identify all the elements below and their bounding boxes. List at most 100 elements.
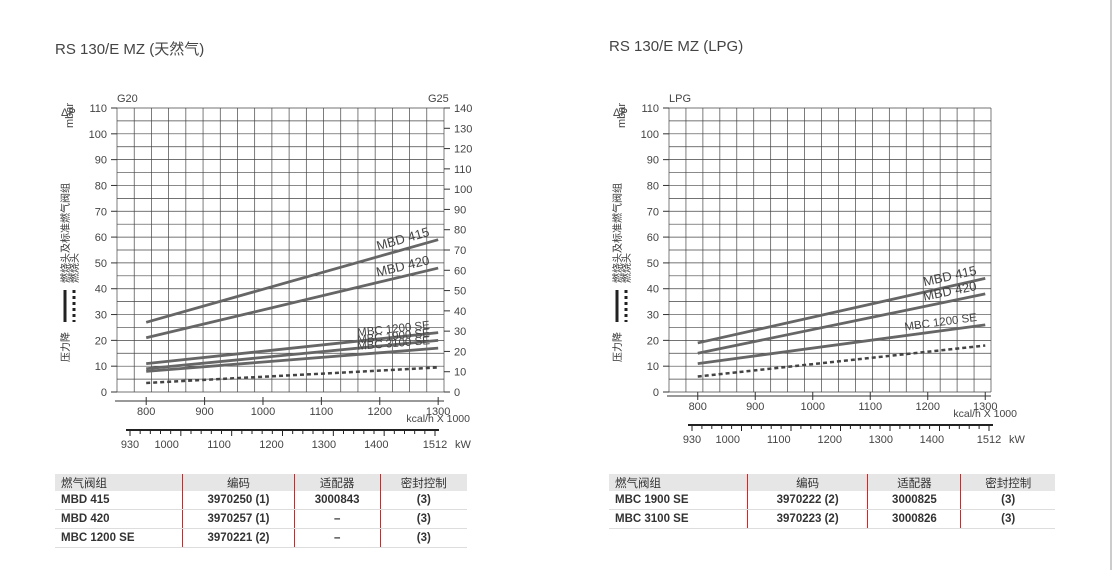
delta-p-label: ΔP <box>613 107 628 119</box>
table-cell: 3000843 <box>293 491 381 510</box>
table-header-cell: 编码 <box>182 474 295 491</box>
kw-tick-label: 1400 <box>364 439 388 451</box>
x-unit-kcal: kcal/h X 1000 <box>953 408 1017 420</box>
y-right-tick-label: 120 <box>454 144 472 156</box>
table-header-cell: 适配器 <box>293 474 381 491</box>
kw-tick-label: 1100 <box>207 439 231 451</box>
delta-p-label: ΔP <box>61 107 76 119</box>
table-header-cell: 适配器 <box>867 474 961 491</box>
x-unit-kw: kW <box>1009 434 1026 446</box>
table-cell: 3970222 (2) <box>746 491 868 510</box>
y-tick-label: 50 <box>647 258 659 270</box>
y-right-tick-label: 80 <box>454 225 466 237</box>
legend-label-head: 燃烧头 <box>620 253 633 283</box>
x-tick-label: 1000 <box>251 406 275 418</box>
mbar-label: mbar <box>616 103 628 128</box>
chart-title-lpg: RS 130/E MZ (LPG) <box>609 38 744 55</box>
chart-title-natural-gas: RS 130/E MZ (天然气) <box>55 41 205 58</box>
y-tick-label: 60 <box>647 232 659 244</box>
table-cell: (3) <box>960 491 1055 510</box>
kw-tick-label: 1400 <box>920 434 944 446</box>
y-tick-label: 60 <box>95 232 107 244</box>
table-cell: MBD 415 <box>55 491 183 510</box>
legend-label-head-and-train: 燃烧头及标准燃气阀组 <box>611 183 624 283</box>
y-tick-label: 110 <box>89 103 107 115</box>
y-tick-label: 20 <box>95 335 107 347</box>
table-row: MBD 415 3970250 (1) 3000843 (3) <box>55 491 467 510</box>
y-right-tick-label: 110 <box>454 164 472 176</box>
x-unit-kcal: kcal/h X 1000 <box>406 413 470 425</box>
table-row: MBC 3100 SE 3970223 (2) 3000826 (3) <box>609 509 1055 529</box>
table-cell: (3) <box>379 491 467 510</box>
y-tick-label: 80 <box>647 180 659 192</box>
table-row: MBC 1900 SE 3970222 (2) 3000825 (3) <box>609 491 1055 510</box>
kw-tick-label: 1200 <box>818 434 842 446</box>
table-header-cell: 密封控制 <box>379 474 467 491</box>
y-tick-label: 10 <box>95 361 107 373</box>
kw-tick-label: 930 <box>683 434 701 446</box>
kw-tick-label: 1000 <box>715 434 739 446</box>
legend-label-head-and-train: 燃烧头及标准燃气阀组 <box>59 183 72 283</box>
series-line <box>146 346 439 373</box>
gas-label-left: LPG <box>669 93 691 105</box>
kw-tick-label: 1100 <box>767 434 791 446</box>
y-tick-label: 50 <box>95 258 107 270</box>
table-header-cell: 燃气阀组 <box>609 474 748 491</box>
kw-tick-label: 1512 <box>977 434 1001 446</box>
table-row: MBC 1200 SE 3970221 (2) – (3) <box>55 528 467 548</box>
table-cell: 3970250 (1) <box>182 491 295 510</box>
kw-tick-label: 930 <box>121 439 139 451</box>
y-tick-label: 110 <box>641 103 659 115</box>
x-tick-label: 900 <box>195 406 213 418</box>
pressure-drop-chart-natural-gas: 0102030405060708090100110010203040506070… <box>59 93 472 451</box>
x-tick-label: 1100 <box>858 401 882 413</box>
series-label: MBC 3100 SE <box>357 335 431 353</box>
y-tick-label: 40 <box>647 284 659 296</box>
kw-tick-label: 1000 <box>154 439 178 451</box>
y-right-tick-label: 70 <box>454 245 466 257</box>
y-tick-label: 90 <box>647 155 659 167</box>
table-cell: 3000825 <box>867 491 961 510</box>
table-cell: – <box>293 528 381 548</box>
table-cell: MBD 420 <box>55 509 183 529</box>
series-line <box>146 331 439 365</box>
x-tick-label: 1000 <box>801 401 825 413</box>
y-right-tick-label: 130 <box>454 123 472 135</box>
gas-label-left: G20 <box>117 93 138 105</box>
y-tick-label: 10 <box>647 361 659 373</box>
mbar-label: mbar <box>64 103 76 128</box>
y-tick-label: 70 <box>95 206 107 218</box>
table-row: MBD 420 3970257 (1) – (3) <box>55 509 467 529</box>
table-cell: 3970257 (1) <box>182 509 295 529</box>
y-right-tick-label: 90 <box>454 204 466 216</box>
y-right-tick-label: 40 <box>454 306 466 318</box>
x-unit-kw: kW <box>455 439 472 451</box>
table-cell: 3970221 (2) <box>182 528 295 548</box>
legend-label-pressure-drop: 压力降 <box>611 332 624 362</box>
series-line <box>697 277 986 345</box>
series-line <box>697 292 986 355</box>
table-cell: MBC 1900 SE <box>609 491 748 510</box>
y-right-tick-label: 50 <box>454 286 466 298</box>
series-line <box>697 344 986 378</box>
x-tick-label: 1200 <box>368 406 392 418</box>
table-cell: MBC 3100 SE <box>609 509 748 529</box>
y-right-tick-label: 30 <box>454 326 466 338</box>
y-tick-label: 100 <box>89 129 107 141</box>
table-cell: 3970223 (2) <box>746 509 868 529</box>
table-header-cell: 编码 <box>746 474 868 491</box>
series-line <box>145 238 439 324</box>
y-right-tick-label: 140 <box>454 103 472 115</box>
y-tick-label: 70 <box>647 206 659 218</box>
table-cell: (3) <box>960 509 1055 529</box>
legend-label-head: 燃烧头 <box>68 253 81 283</box>
y-tick-label: 100 <box>641 129 659 141</box>
series-line <box>146 366 439 385</box>
y-right-tick-label: 100 <box>454 184 472 196</box>
y-tick-label: 90 <box>95 155 107 167</box>
y-tick-label: 0 <box>101 387 107 399</box>
x-tick-label: 1300 <box>973 401 997 413</box>
x-tick-label: 1300 <box>426 406 450 418</box>
y-tick-label: 20 <box>647 335 659 347</box>
x-tick-label: 900 <box>746 401 764 413</box>
